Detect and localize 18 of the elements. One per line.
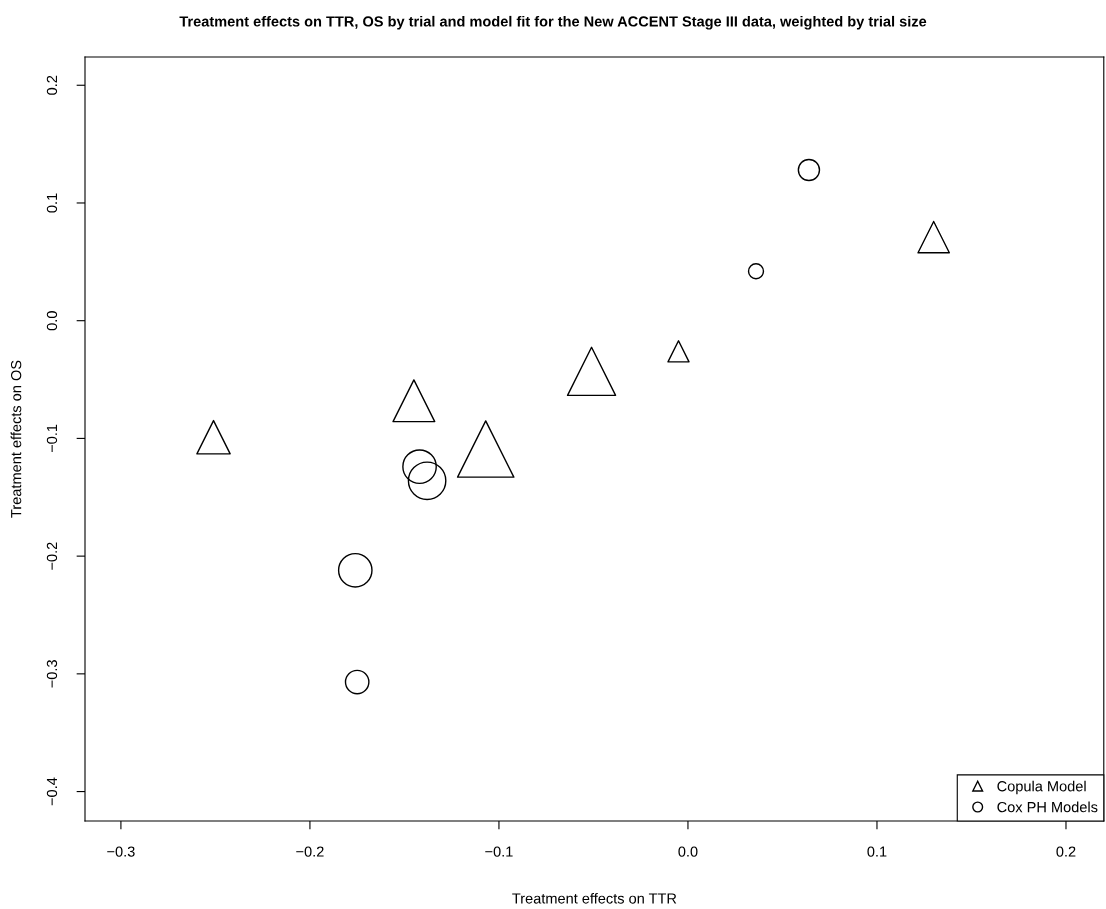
y-axis-title: Treatment effects on OS xyxy=(10,360,22,518)
legend-label: Cox PH Models xyxy=(997,801,1098,813)
y-tick-label: 0.2 xyxy=(46,75,58,95)
y-tick-label: −0.3 xyxy=(46,660,58,688)
y-tick-label: −0.1 xyxy=(46,424,58,453)
legend-label: Copula Model xyxy=(997,780,1086,795)
y-tick-label: 0.0 xyxy=(46,311,58,331)
x-tick-label: 0.1 xyxy=(867,846,887,857)
x-tick-label: −0.3 xyxy=(107,846,135,857)
y-tick-label: −0.4 xyxy=(46,777,58,806)
x-tick-label: 0.0 xyxy=(678,846,698,857)
y-tick-label: −0.2 xyxy=(46,542,58,570)
x-tick-label: −0.2 xyxy=(296,846,324,857)
x-tick-label: 0.2 xyxy=(1056,846,1076,857)
y-tick-label: 0.1 xyxy=(46,193,58,213)
chart-title: Treatment effects on TTR, OS by trial and model fit for the New ACCENT Stage III data, weighted by trial size xyxy=(179,15,927,30)
x-axis-title: Treatment effects on TTR xyxy=(512,892,677,904)
x-tick-label: −0.1 xyxy=(485,846,513,857)
